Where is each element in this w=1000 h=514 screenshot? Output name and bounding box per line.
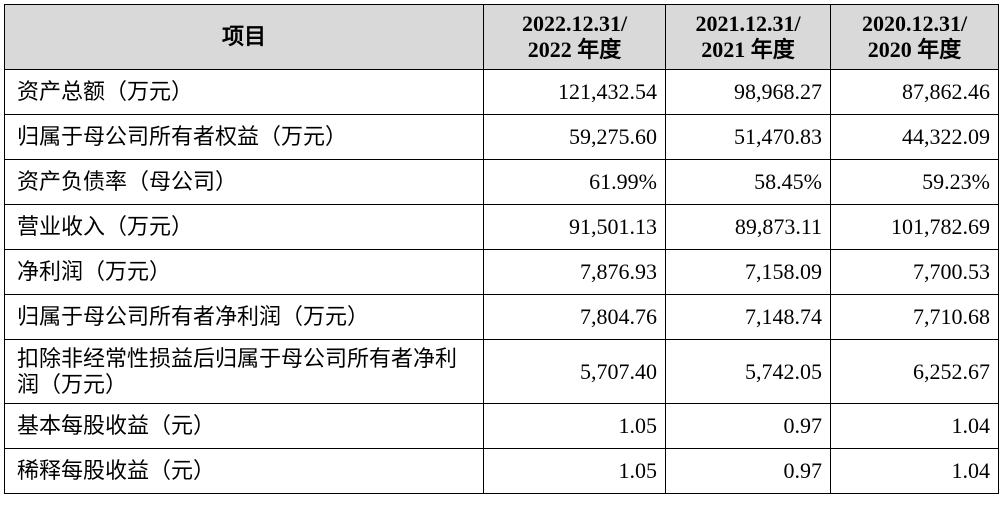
table-row: 基本每股收益（元） 1.05 0.97 1.04 — [4, 403, 999, 449]
table-row: 归属于母公司所有者净利润（万元） 7,804.76 7,148.74 7,710.68 — [4, 294, 999, 340]
value-cell: 1.05 — [483, 403, 666, 449]
label-cell: 净利润（万元） — [4, 249, 484, 295]
value-cell: 1.05 — [483, 448, 666, 494]
value-cell: 7,700.53 — [830, 249, 999, 295]
label-cell: 归属于母公司所有者净利润（万元） — [4, 294, 484, 340]
value-cell: 98,968.27 — [665, 69, 831, 115]
financial-table: 项目 2022.12.31/2022 年度 2021.12.31/2021 年度 20… — [4, 4, 999, 494]
label-cell: 稀释每股收益（元） — [4, 448, 484, 494]
header-text: 2022.12.31/ — [521, 11, 628, 36]
header-cell: 2020.12.31/2020 年度 — [830, 4, 999, 70]
table-row: 资产总额（万元） 121,432.54 98,968.27 87,862.46 — [4, 69, 999, 115]
table-row: 扣除非经常性损益后归属于母公司所有者净利润（万元） 5,707.40 5,742.0… — [4, 339, 999, 404]
value-cell: 91,501.13 — [483, 204, 666, 250]
header-text: 2021 年度 — [701, 37, 795, 62]
header-text: 项目 — [221, 24, 266, 49]
value-cell: 59.23% — [830, 159, 999, 205]
header-text: 2022 年度 — [527, 37, 622, 62]
header-text: 2021.12.31/ — [695, 11, 801, 36]
value-cell: 7,158.09 — [665, 249, 831, 295]
header-text: 2020.12.31/ — [861, 11, 968, 36]
value-cell: 5,742.05 — [665, 339, 831, 404]
value-cell: 121,432.54 — [483, 69, 666, 115]
table-row: 归属于母公司所有者权益（万元） 59,275.60 51,470.83 44,322.… — [4, 114, 999, 160]
value-cell: 7,804.76 — [483, 294, 666, 340]
table-body: 资产总额（万元） 121,432.54 98,968.27 87,862.46 归属于母… — [4, 69, 999, 494]
value-cell: 7,148.74 — [665, 294, 831, 340]
label-cell: 基本每股收益（元） — [4, 403, 484, 449]
value-cell: 87,862.46 — [830, 69, 999, 115]
value-cell: 1.04 — [830, 403, 999, 449]
value-cell: 0.97 — [665, 448, 831, 494]
value-cell: 89,873.11 — [665, 204, 831, 250]
header-row: 项目 2022.12.31/2022 年度 2021.12.31/2021 年度 20… — [4, 4, 999, 70]
value-cell: 1.04 — [830, 448, 999, 494]
table-row: 净利润（万元） 7,876.93 7,158.09 7,700.53 — [4, 249, 999, 295]
table-row: 营业收入（万元） 91,501.13 89,873.11 101,782.69 — [4, 204, 999, 250]
header-cell: 2021.12.31/2021 年度 — [665, 4, 831, 70]
label-cell: 资产总额（万元） — [4, 69, 484, 115]
value-cell: 58.45% — [665, 159, 831, 205]
value-cell: 101,782.69 — [830, 204, 999, 250]
value-cell: 7,710.68 — [830, 294, 999, 340]
value-cell: 59,275.60 — [483, 114, 666, 160]
value-cell: 5,707.40 — [483, 339, 666, 404]
table-row: 稀释每股收益（元） 1.05 0.97 1.04 — [4, 448, 999, 494]
header-cell: 项目 — [4, 4, 484, 70]
label-cell: 营业收入（万元） — [4, 204, 484, 250]
label-cell: 扣除非经常性损益后归属于母公司所有者净利润（万元） — [4, 339, 484, 404]
header-text: 2020 年度 — [867, 37, 962, 62]
header-cell: 2022.12.31/2022 年度 — [483, 4, 666, 70]
label-cell: 归属于母公司所有者权益（万元） — [4, 114, 484, 160]
value-cell: 51,470.83 — [665, 114, 831, 160]
value-cell: 44,322.09 — [830, 114, 999, 160]
value-cell: 6,252.67 — [830, 339, 999, 404]
table-row: 资产负债率（母公司） 61.99% 58.45% 59.23% — [4, 159, 999, 205]
label-cell: 资产负债率（母公司） — [4, 159, 484, 205]
value-cell: 7,876.93 — [483, 249, 666, 295]
value-cell: 61.99% — [483, 159, 666, 205]
value-cell: 0.97 — [665, 403, 831, 449]
